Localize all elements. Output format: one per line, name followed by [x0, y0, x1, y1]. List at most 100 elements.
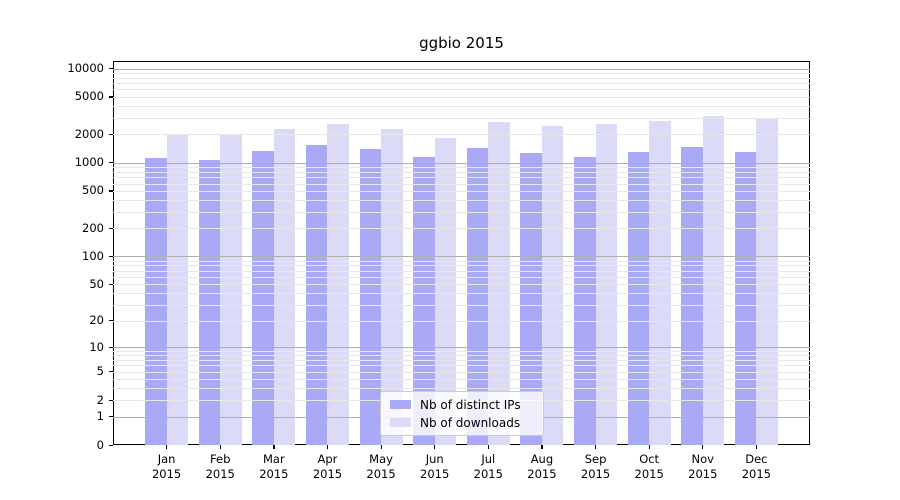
bar-downloads-oct: [649, 120, 671, 445]
y-axis-tick-label: 100: [82, 248, 104, 263]
major-gridline: [113, 256, 810, 258]
minor-gridline: [113, 228, 810, 230]
y-axis-tick-label: 2: [96, 392, 104, 407]
y-axis-tick: [109, 346, 113, 348]
y-axis-tick-label: 5000: [74, 89, 104, 104]
x-axis-tick: [434, 445, 436, 449]
x-axis-tick: [326, 445, 329, 449]
minor-gridline: [113, 350, 810, 352]
y-axis-tick: [109, 399, 113, 401]
legend-swatch-distinct-ips: [390, 400, 411, 409]
minor-gridline: [113, 83, 810, 85]
x-axis-tick-label: Sep 2015: [580, 452, 611, 481]
y-axis-tick: [109, 133, 113, 136]
major-gridline: [113, 68, 810, 70]
x-axis-tick: [487, 445, 489, 449]
minor-gridline: [113, 260, 810, 262]
bar-distinct-ips-mar: [252, 150, 274, 445]
minor-gridline: [113, 265, 810, 267]
y-axis-tick-label: 5: [96, 364, 104, 379]
bar-downloads-feb: [220, 135, 242, 445]
bar-downloads-nov: [702, 115, 725, 445]
minor-gridline: [113, 134, 810, 136]
x-axis-tick-label: Oct 2015: [634, 452, 664, 481]
x-axis-tick: [648, 445, 650, 449]
minor-gridline: [113, 365, 810, 367]
chart-title: ggbio 2015: [419, 34, 504, 52]
x-axis-tick-label: Mar 2015: [259, 452, 289, 481]
minor-gridline: [113, 388, 810, 390]
bar-distinct-ips-feb: [198, 160, 221, 445]
y-axis-tick: [109, 227, 113, 229]
x-axis-tick: [166, 445, 168, 449]
legend-label-downloads: Nb of downloads: [420, 415, 521, 430]
x-axis-tick-label: May 2015: [366, 452, 396, 481]
legend-item-distinct-ips: Nb of distinct IPs: [390, 398, 535, 412]
minor-gridline: [113, 77, 810, 79]
x-axis-tick: [219, 445, 221, 449]
x-axis-tick-label: Jan 2015: [151, 452, 182, 481]
y-axis-tick: [109, 68, 113, 70]
bar-downloads-jun: [434, 138, 457, 445]
major-gridline: [113, 162, 810, 164]
minor-gridline: [113, 293, 810, 295]
x-axis-tick: [595, 445, 597, 449]
y-axis-tick-label: 10000: [67, 61, 104, 76]
y-axis-tick-label: 1: [96, 409, 104, 424]
x-axis-tick-label: Feb 2015: [205, 452, 235, 481]
y-axis-tick: [109, 255, 113, 258]
x-axis-tick: [380, 445, 382, 449]
y-axis-tick: [109, 162, 113, 164]
minor-gridline: [113, 304, 810, 306]
minor-gridline: [113, 200, 810, 202]
y-axis-tick-label: 200: [82, 220, 104, 235]
x-axis-tick-label: Jun 2015: [420, 452, 450, 481]
x-axis-tick-label: Nov 2015: [688, 452, 718, 481]
y-axis-tick: [109, 444, 113, 446]
minor-gridline: [113, 183, 810, 185]
x-axis-tick-label: Apr 2015: [312, 452, 343, 481]
minor-gridline: [113, 117, 810, 119]
minor-gridline: [113, 360, 810, 362]
bar-downloads-dec: [756, 119, 778, 445]
major-gridline: [113, 347, 810, 348]
y-axis-tick-label: 50: [89, 276, 104, 291]
y-axis-tick: [109, 283, 113, 285]
x-axis-tick: [541, 445, 543, 449]
minor-gridline: [113, 355, 810, 357]
bar-distinct-ips-may: [359, 149, 382, 445]
minor-gridline: [113, 277, 810, 278]
minor-gridline: [113, 371, 810, 373]
y-axis-tick-label: 20: [89, 313, 104, 328]
y-axis-tick: [109, 416, 113, 418]
y-axis-tick: [109, 96, 113, 98]
y-axis-tick: [109, 371, 113, 373]
minor-gridline: [113, 166, 810, 168]
minor-gridline: [113, 211, 810, 213]
y-axis-tick: [109, 190, 113, 192]
minor-gridline: [113, 270, 810, 272]
y-axis-tick-label: 2000: [74, 126, 104, 141]
bar-distinct-ips-nov: [681, 147, 703, 445]
minor-gridline: [113, 96, 810, 98]
bar-downloads-jan: [166, 133, 189, 445]
minor-gridline: [113, 89, 810, 91]
legend-label-distinct-ips: Nb of distinct IPs: [420, 397, 521, 412]
minor-gridline: [113, 171, 810, 173]
bar-distinct-ips-jan: [145, 158, 167, 445]
minor-gridline: [113, 72, 810, 74]
legend-swatch-downloads: [390, 418, 411, 427]
minor-gridline: [113, 190, 810, 192]
bar-distinct-ips-oct: [627, 151, 650, 445]
x-axis-tick: [755, 445, 758, 449]
minor-gridline: [113, 379, 810, 381]
x-axis-tick: [702, 445, 704, 449]
legend-item-downloads: Nb of downloads: [390, 416, 535, 430]
bar-downloads-aug: [541, 125, 564, 445]
x-axis-tick-label: Jul 2015: [473, 452, 503, 481]
y-axis-tick-label: 500: [82, 183, 104, 198]
minor-gridline: [113, 284, 810, 286]
bar-distinct-ips-jul: [466, 147, 489, 445]
y-axis-tick-label: 0: [96, 437, 104, 452]
